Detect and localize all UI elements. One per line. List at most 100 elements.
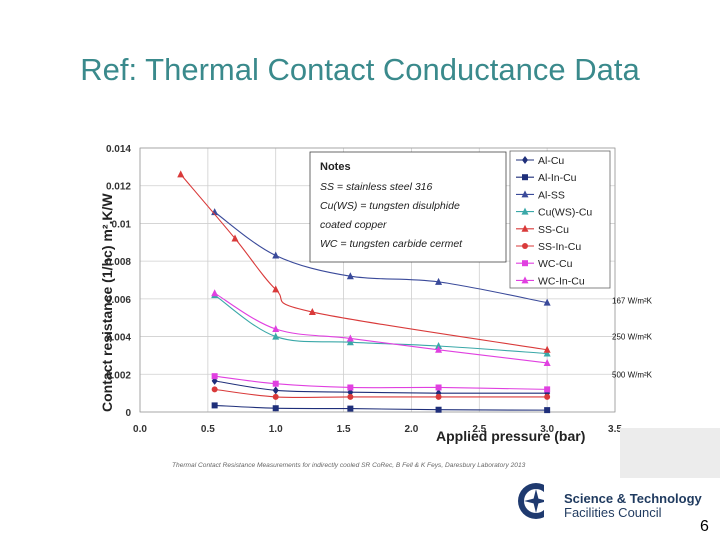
data-point <box>211 386 218 393</box>
legend-swatch-marker <box>521 276 529 284</box>
series-ss-cu <box>177 170 551 353</box>
data-point <box>435 384 442 391</box>
data-point <box>543 349 551 357</box>
annotation-label: 167 W/m²K <box>612 297 653 306</box>
legend-entry: Al-Cu <box>538 155 564 167</box>
annotations: 167 W/m²K 250 W/m²K 500 W/m²K <box>612 297 653 380</box>
logo-line2: Facilities Council <box>564 505 662 520</box>
legend-entry: Al-SS <box>538 189 565 201</box>
data-point <box>272 405 279 412</box>
data-point <box>272 251 280 259</box>
y-tick-label: 0.002 <box>106 370 131 381</box>
data-point <box>272 325 280 333</box>
data-point <box>347 405 354 412</box>
data-point <box>346 338 354 346</box>
notes-line: coated copper <box>320 219 387 231</box>
stfc-logo: Science & Technology Facilities Council <box>516 479 716 523</box>
data-point <box>543 358 551 366</box>
series-al-cu <box>211 376 551 398</box>
legend-entry: SS-Cu <box>538 224 569 236</box>
annotation-label: 500 W/m²K <box>612 370 653 379</box>
series-line <box>214 294 548 355</box>
y-tick-labels: 0 0.002 0.004 0.006 0.008 0.01 0.012 0.014 <box>106 144 131 419</box>
data-point <box>272 386 279 395</box>
data-point <box>435 393 442 400</box>
y-tick-label: 0.006 <box>106 295 131 306</box>
data-point <box>347 384 354 391</box>
x-tick-labels: 0.0 0.5 1.0 1.5 2.0 2.5 3.0 3.5 <box>133 424 622 435</box>
notes-title: Notes <box>320 161 351 173</box>
legend-swatch-marker <box>522 174 528 181</box>
page-number: 6 <box>700 518 709 535</box>
series-al-ss <box>211 208 551 306</box>
stfc-logo-icon <box>518 481 562 523</box>
citation: Thermal Contact Resistance Measurements … <box>172 462 526 469</box>
data-point <box>544 386 551 393</box>
series-line <box>214 375 548 390</box>
data-point <box>211 373 218 380</box>
legend-swatch-marker <box>522 260 528 267</box>
legend-swatch-marker <box>521 190 529 198</box>
notes-line: SS = stainless steel 316 <box>320 181 433 193</box>
x-tick-label: 1.0 <box>269 424 283 435</box>
x-tick-label: 2.0 <box>404 424 418 435</box>
data-point <box>272 393 279 400</box>
series-al-in-cu <box>211 402 551 414</box>
data-point <box>346 272 354 280</box>
data-point <box>346 334 354 342</box>
chart-series <box>177 170 551 414</box>
plot-frame <box>139 147 616 413</box>
data-point <box>543 298 551 306</box>
data-point <box>435 406 442 413</box>
data-point <box>435 345 443 353</box>
data-point <box>435 342 443 349</box>
series-line <box>180 174 548 351</box>
series-line <box>214 380 548 394</box>
y-tick-label: 0.004 <box>106 333 131 344</box>
notes-line: WC = tungsten carbide cermet <box>320 238 463 250</box>
legend: Al-Cu Al-In-Cu Al-SS Cu(WS)-Cu SS-Cu SS-In-Cu… <box>509 150 611 289</box>
series-line <box>214 211 548 304</box>
legend-entry: Cu(WS)-Cu <box>538 207 592 219</box>
corner-decoration <box>620 428 720 478</box>
data-point <box>435 277 443 285</box>
data-point <box>272 285 280 293</box>
legend-swatch-marker <box>521 224 529 232</box>
logo-line1: Science & Technology <box>564 491 702 506</box>
legend-entry: SS-In-Cu <box>538 241 581 253</box>
data-point <box>231 234 239 242</box>
legend-swatch-marker <box>522 243 528 249</box>
data-point <box>347 393 354 400</box>
data-point <box>211 402 218 409</box>
y-tick-label: 0.014 <box>106 144 131 155</box>
legend-entry: Al-In-Cu <box>538 172 577 184</box>
y-tick-label: 0.012 <box>106 182 131 193</box>
slide-title: Ref: Thermal Contact Conductance Data <box>80 52 640 87</box>
series-wc-in-cu <box>211 289 551 366</box>
series-line <box>214 404 548 411</box>
x-tick-label: 1.5 <box>337 424 351 435</box>
data-point <box>211 289 219 297</box>
y-tick-label: 0.01 <box>112 219 132 230</box>
series-line <box>214 388 548 399</box>
x-axis-label: Applied pressure (bar) <box>436 428 585 444</box>
notes-box: Notes SS = stainless steel 316 Cu(WS) = … <box>309 151 507 263</box>
legend-swatch-marker <box>522 156 528 164</box>
data-point <box>211 208 219 216</box>
x-tick-label: 0.5 <box>201 424 215 435</box>
data-point <box>308 308 316 316</box>
x-tick-label: 0.0 <box>133 424 147 435</box>
x-tick-label: 2.5 <box>472 424 486 435</box>
legend-swatch-marker <box>521 207 529 215</box>
legend-entry: WC-In-Cu <box>538 275 585 287</box>
data-point <box>272 332 280 340</box>
data-point <box>544 393 551 400</box>
data-point <box>543 345 551 353</box>
y-tick-label: 0 <box>125 408 131 419</box>
notes-line: Cu(WS) = tungsten disulphide <box>320 200 460 212</box>
legend-entry: WC-Cu <box>538 258 573 270</box>
y-axis-label: Contact resistance (1/hc) m².K/W <box>99 193 115 412</box>
series-line <box>214 292 548 364</box>
x-tick-label: 3.0 <box>540 424 554 435</box>
